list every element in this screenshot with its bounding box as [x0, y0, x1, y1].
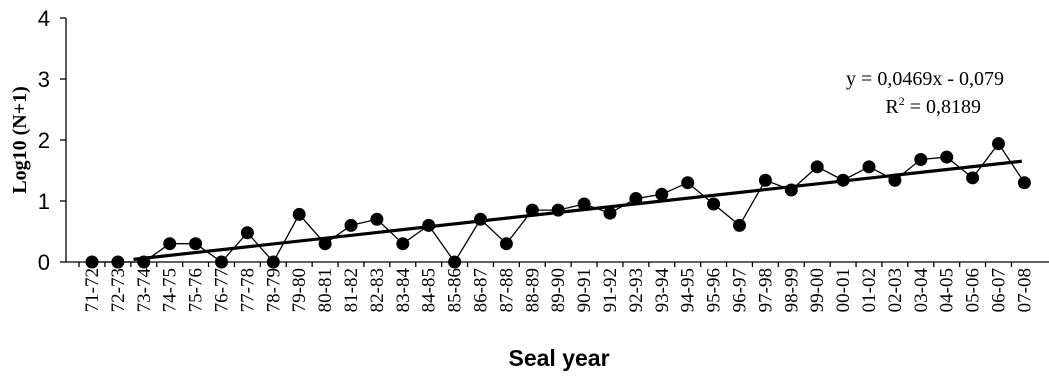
data-point — [499, 237, 513, 251]
x-tick-label: 71-72 — [82, 268, 103, 312]
x-tick-label: 88-89 — [522, 268, 543, 312]
x-tick-label: 02-03 — [885, 268, 906, 312]
data-point — [1017, 176, 1031, 190]
x-tick-label: 72-73 — [108, 268, 129, 312]
data-point — [318, 237, 332, 251]
data-point — [111, 255, 125, 269]
x-tick-label: 03-04 — [911, 268, 932, 313]
data-point — [862, 160, 876, 174]
x-tick-label: 01-02 — [859, 268, 880, 312]
data-point — [266, 255, 280, 269]
data-point — [681, 176, 695, 190]
x-tick-label: 74-75 — [160, 268, 181, 312]
data-point — [85, 255, 99, 269]
x-tick-label: 80-81 — [315, 268, 336, 312]
series-line — [92, 142, 1025, 264]
data-point — [810, 160, 824, 174]
y-axis-label: Log10 (N+1) — [9, 86, 31, 194]
x-tick-label: 76-77 — [212, 268, 233, 312]
y-tick-label: 3 — [38, 67, 50, 92]
data-point — [189, 237, 203, 251]
r-squared-superscript: 2 — [899, 94, 905, 108]
axes — [65, 18, 1049, 263]
x-tick-label: 78-79 — [263, 268, 284, 312]
r-squared-prefix: R — [885, 96, 899, 118]
x-tick-label: 87-88 — [496, 268, 517, 312]
x-tick-label: 96-97 — [730, 268, 751, 312]
x-tick-label: 90-91 — [574, 268, 595, 312]
x-tick-label: 83-84 — [393, 268, 414, 313]
trendline — [133, 159, 1022, 261]
x-tick-label: 77-78 — [237, 268, 258, 312]
data-point — [292, 207, 306, 221]
data-point — [966, 171, 980, 185]
r-squared-label: R2 = 0,8189 — [885, 94, 981, 118]
data-point — [344, 218, 358, 232]
x-tick-label: 84-85 — [419, 268, 440, 312]
r-squared-value: = 0,8189 — [905, 96, 981, 118]
data-point — [396, 237, 410, 251]
data-point — [215, 255, 228, 269]
x-tick-label: 00-01 — [833, 268, 854, 312]
x-tick-label: 91-92 — [600, 268, 621, 312]
x-tick-label: 85-86 — [445, 268, 466, 312]
data-point — [551, 203, 565, 217]
y-tick-label: 4 — [38, 6, 50, 31]
data-point — [733, 218, 746, 232]
x-tick-label: 98-99 — [781, 268, 802, 312]
x-tick-label: 82-83 — [367, 268, 388, 312]
series-layer — [85, 137, 1031, 269]
x-tick-label: 94-95 — [678, 268, 699, 312]
y-tick-label: 1 — [38, 189, 50, 214]
x-tick-label: 73-74 — [134, 268, 155, 313]
x-tick-label: 05-06 — [963, 268, 984, 312]
x-tick-label: 89-90 — [548, 268, 569, 312]
x-tick-label: 04-05 — [937, 268, 958, 312]
data-point — [240, 226, 254, 240]
data-point — [370, 212, 384, 226]
y-tick-label: 0 — [38, 250, 50, 275]
data-point — [629, 192, 643, 206]
data-point — [758, 173, 772, 187]
x-tick-label: 86-87 — [471, 268, 492, 312]
data-point — [655, 187, 669, 201]
data-point — [992, 137, 1005, 151]
data-point — [940, 150, 954, 164]
x-tick-label: 92-93 — [626, 268, 647, 312]
data-point — [707, 197, 721, 211]
x-tick-label: 99-00 — [807, 268, 828, 312]
data-point — [448, 255, 462, 269]
x-tick-label: 75-76 — [186, 268, 207, 312]
data-point — [603, 206, 617, 220]
data-point — [914, 153, 928, 167]
trendline-equation: y = 0,0469x - 0,079 — [846, 68, 1004, 90]
trendline-layer — [133, 159, 1022, 261]
x-tick-label: 06-07 — [989, 268, 1010, 312]
x-tick-label: 97-98 — [755, 268, 776, 312]
x-tick-label: 07-08 — [1014, 268, 1035, 312]
x-axis-label: Seal year — [508, 345, 609, 371]
y-tick-label: 2 — [38, 128, 50, 153]
x-tick-label: 81-82 — [341, 268, 362, 312]
x-ticks: 71-72 72-73 73-74 74-75 75-76 76-77 77-78 78-79… — [78, 262, 1035, 313]
x-tick-label: 95-96 — [704, 268, 725, 312]
x-tick-label: 93-94 — [652, 268, 673, 313]
x-tick-label: 79-80 — [289, 268, 310, 312]
data-point — [577, 197, 591, 211]
y-ticks: 0 1 2 3 4 — [38, 6, 66, 275]
data-point — [163, 237, 177, 251]
